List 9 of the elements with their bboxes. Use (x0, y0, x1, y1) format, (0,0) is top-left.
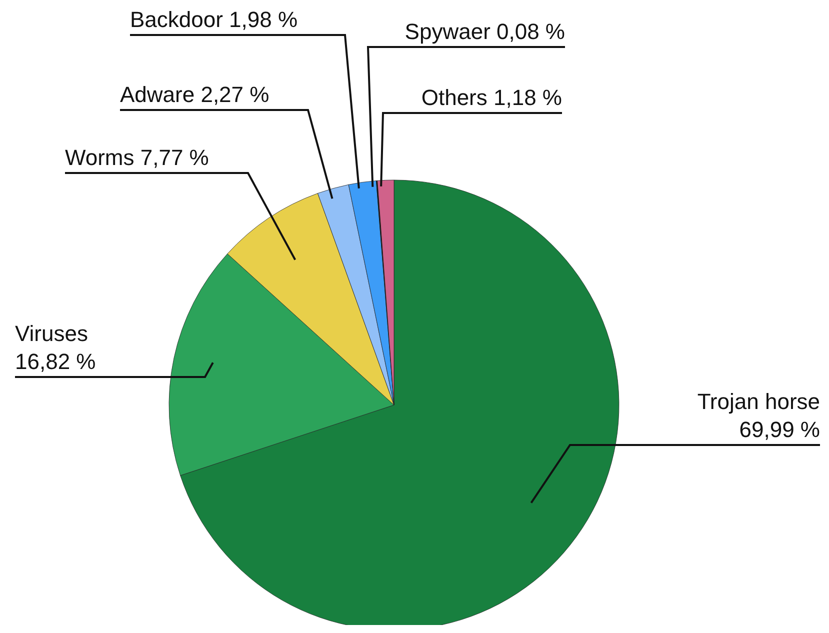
slice-label: Spywaer 0,08 % (404, 19, 565, 44)
slice-label: Backdoor 1,98 % (130, 7, 298, 32)
data-label: 16,82 % (15, 349, 96, 374)
data-label: 69,99 % (739, 417, 820, 442)
slice-label: Worms 7,77 % (65, 145, 209, 170)
slice-label: Viruses (15, 321, 88, 346)
slice-label: Others 1,18 % (421, 85, 562, 110)
slice-label: Adware 2,27 % (120, 82, 270, 107)
slice-label: Trojan horse (697, 389, 820, 414)
